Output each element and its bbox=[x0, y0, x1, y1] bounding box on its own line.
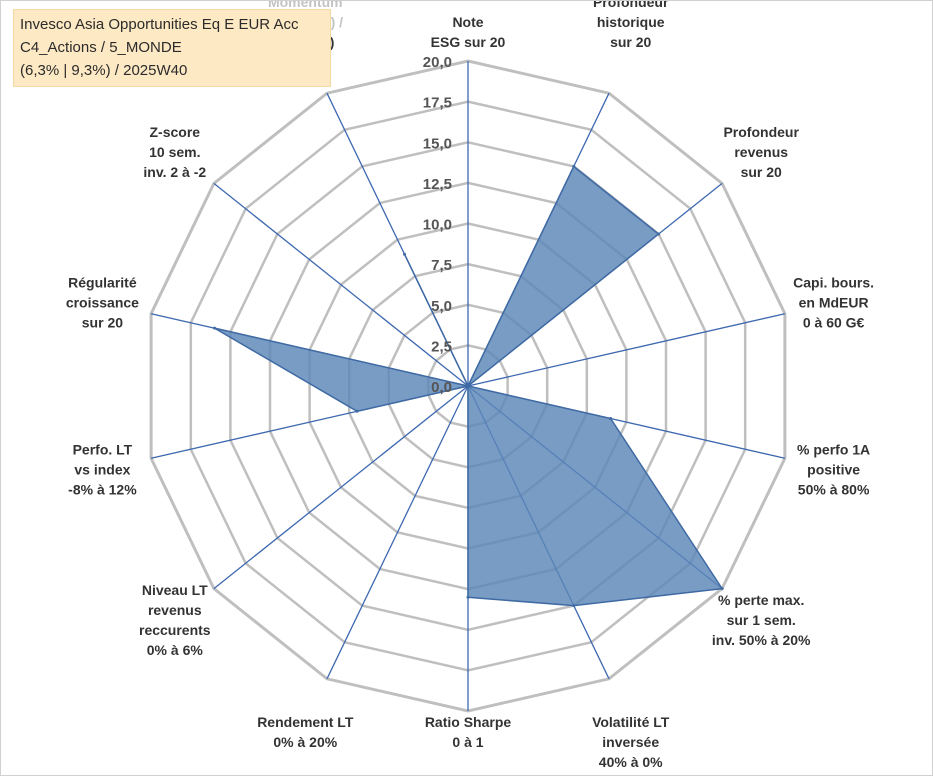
series-area bbox=[214, 165, 724, 607]
axis-label-line: revenus bbox=[734, 144, 788, 160]
axis-label: Note ESG sur 20 bbox=[431, 14, 506, 50]
axis-label-line: 50% à 80% bbox=[798, 481, 870, 497]
data-point bbox=[720, 587, 724, 591]
axis-label-line: positive bbox=[807, 461, 860, 477]
data-point bbox=[403, 252, 406, 256]
axis-label-line: % perte max. bbox=[718, 592, 804, 608]
axis-label-line: sur 20 bbox=[610, 34, 651, 50]
tick-label: 12,5 bbox=[423, 176, 452, 193]
tick-label: 15,0 bbox=[423, 135, 452, 152]
fund-name: Invesco Asia Opportunities Eq E EUR Acc bbox=[20, 16, 299, 33]
fund-stats: (6,3% | 9,3%) / 2025W40 bbox=[20, 62, 188, 79]
tick-label: 17,5 bbox=[423, 95, 452, 112]
axis-label-line: Capi. bours. bbox=[793, 275, 874, 291]
radar-series bbox=[213, 164, 724, 608]
axis-label-line: Niveau LT bbox=[142, 582, 208, 598]
axis-label: Ratio Sharpe 0 à 1 bbox=[425, 714, 512, 750]
fund-title-box: Invesco Asia Opportunities Eq E EUR Acc … bbox=[13, 9, 331, 87]
axis-label-line: reccurents bbox=[139, 622, 211, 638]
axis-label-line: Profondeur bbox=[593, 1, 669, 10]
axis-label: Rendement LT 0% à 20% bbox=[257, 714, 354, 750]
axis-label-line: inversée bbox=[602, 734, 659, 750]
axis-label-line: en MdEUR bbox=[799, 295, 869, 311]
axis-label-line: ESG sur 20 bbox=[431, 34, 506, 50]
axis-labels: Note ESG sur 20 Profondeur historique sur 20… bbox=[66, 1, 874, 770]
data-point bbox=[657, 232, 661, 236]
axis-label: Volatilité LT inversée 40% à 0% bbox=[592, 714, 670, 770]
axis-label-line: sur 1 sem. bbox=[727, 612, 796, 628]
axis-label-line: Momentum bbox=[268, 1, 343, 10]
axis-label-line: inv. 2 à -2 bbox=[143, 164, 206, 180]
axis-label-line: 0 à 60 G€ bbox=[803, 315, 865, 331]
tick-label: 0,0 bbox=[431, 379, 452, 396]
axis-label: Perfo. LT vs index -8% à 12% bbox=[68, 441, 137, 497]
axis-label-line: Perfo. LT bbox=[73, 441, 133, 457]
axis-label-line: sur 20 bbox=[82, 315, 123, 331]
radial-tick-labels: 0,0 2,5 5,0 7,5 10,0 12,5 15,0 17,5 20,0 bbox=[423, 54, 452, 396]
axis-label-line: 0% à 20% bbox=[273, 734, 337, 750]
data-point bbox=[572, 604, 576, 608]
axis-label: Capi. bours. en MdEUR 0 à 60 G€ bbox=[793, 275, 874, 331]
fund-category: C4_Actions / 5_MONDE bbox=[20, 39, 182, 56]
axis-spoke bbox=[213, 385, 469, 590]
tick-label: 5,0 bbox=[431, 298, 452, 315]
axis-label-line: -8% à 12% bbox=[68, 481, 137, 497]
tick-label: 10,0 bbox=[423, 217, 452, 234]
axis-label-line: Volatilité LT bbox=[592, 714, 670, 730]
axis-label-line: inv. 50% à 20% bbox=[712, 632, 811, 648]
axis-label: Régularité croissance sur 20 bbox=[66, 275, 139, 331]
data-point bbox=[466, 595, 470, 599]
axis-label-line: croissance bbox=[66, 295, 139, 311]
axis-label-line: historique bbox=[597, 14, 665, 30]
tick-label: 20,0 bbox=[423, 54, 452, 71]
axis-spoke bbox=[326, 385, 469, 680]
data-point bbox=[466, 384, 470, 388]
axis-label: % perte max. sur 1 sem. inv. 50% à 20% bbox=[712, 592, 811, 648]
data-point bbox=[355, 409, 359, 413]
axis-label-line: 10 sem. bbox=[149, 144, 200, 160]
axis-label-line: vs index bbox=[74, 461, 130, 477]
axis-label-line: Note bbox=[452, 14, 483, 30]
axis-spoke bbox=[213, 182, 469, 387]
data-point bbox=[213, 326, 216, 330]
data-point bbox=[572, 164, 576, 168]
axis-label-line: sur 20 bbox=[741, 164, 782, 180]
axis-label-line: 40% à 0% bbox=[599, 754, 663, 770]
axis-label-line: 0% à 6% bbox=[147, 642, 204, 658]
tick-label: 7,5 bbox=[431, 257, 452, 274]
tick-label: 2,5 bbox=[431, 338, 452, 355]
axis-label-line: Z-score bbox=[150, 124, 201, 140]
axis-label: Niveau LT revenus reccurents 0% à 6% bbox=[139, 582, 211, 658]
axis-label-line: Profondeur bbox=[723, 124, 799, 140]
axis-label: Profondeur historique sur 20 bbox=[593, 1, 669, 50]
data-point bbox=[609, 417, 613, 420]
axis-label-line: 0 à 1 bbox=[452, 734, 483, 750]
axis-label-line: revenus bbox=[148, 602, 202, 618]
axis-label: % perfo 1A positive 50% à 80% bbox=[797, 441, 870, 497]
axis-label-line: Régularité bbox=[68, 275, 137, 291]
axis-spoke bbox=[467, 313, 786, 387]
axis-label: Profondeur revenus sur 20 bbox=[723, 124, 799, 180]
axis-label-line: Ratio Sharpe bbox=[425, 714, 512, 730]
axis-label-line: Rendement LT bbox=[257, 714, 354, 730]
axis-label: Z-score 10 sem. inv. 2 à -2 bbox=[143, 124, 206, 180]
axis-label-line: % perfo 1A bbox=[797, 441, 870, 457]
